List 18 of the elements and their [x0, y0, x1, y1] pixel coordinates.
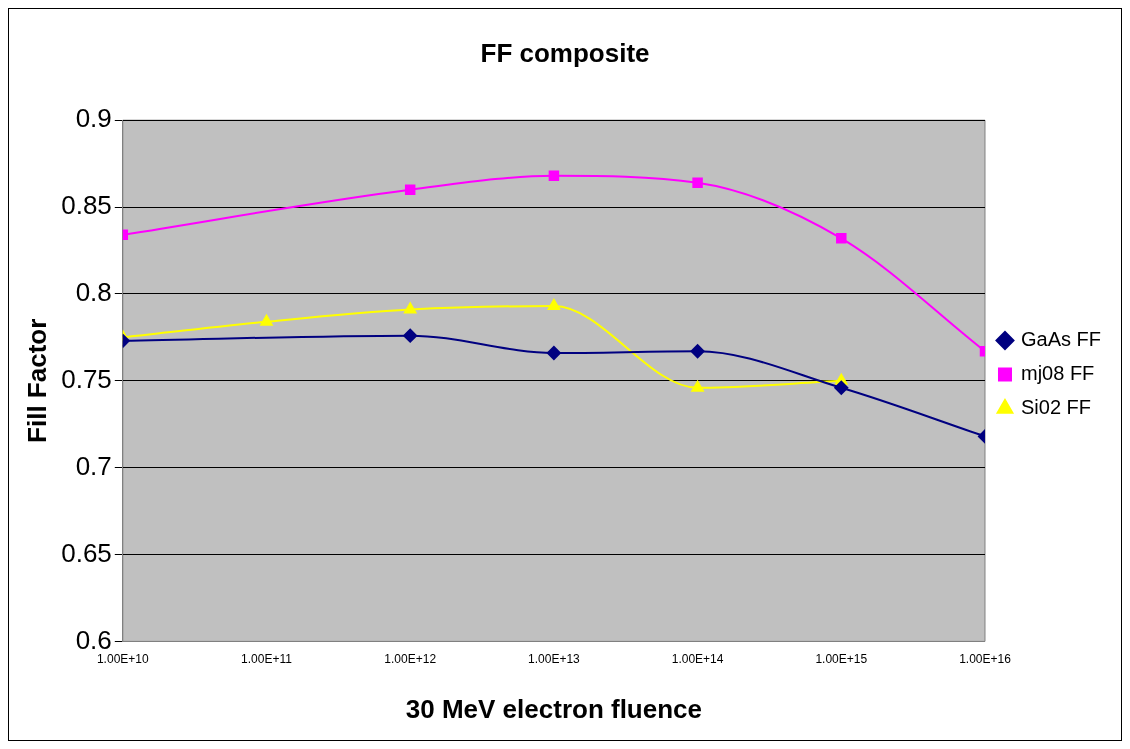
y-tick-label: 0.85	[61, 190, 112, 221]
y-tick-label: 0.9	[75, 103, 112, 134]
x-tick-label: 1.00E+14	[671, 651, 724, 666]
legend-label: mj08 FF	[1020, 362, 1095, 385]
y-tick-label: 0.8	[75, 277, 112, 308]
x-tick-label: 1.00E+13	[528, 651, 581, 666]
y-tick-label: 0.75	[61, 363, 112, 394]
legend-label: Si02 FF	[1020, 396, 1092, 419]
y-tick-label: 0.65	[61, 537, 112, 568]
x-axis-title: 30 MeV electron fluence	[405, 693, 703, 724]
x-tick-label: 1.00E+11	[241, 651, 293, 666]
x-tick-label: 1.00E+15	[815, 651, 868, 666]
x-tick-label: 1.00E+16	[959, 651, 1012, 666]
y-tick-label: 0.7	[75, 450, 112, 481]
x-tick-label: 1.00E+12	[384, 651, 437, 666]
legend-label: GaAs FF	[1020, 328, 1102, 351]
chart-title: FF composite	[480, 37, 650, 68]
y-axis-title: Fill Factor	[21, 318, 52, 443]
